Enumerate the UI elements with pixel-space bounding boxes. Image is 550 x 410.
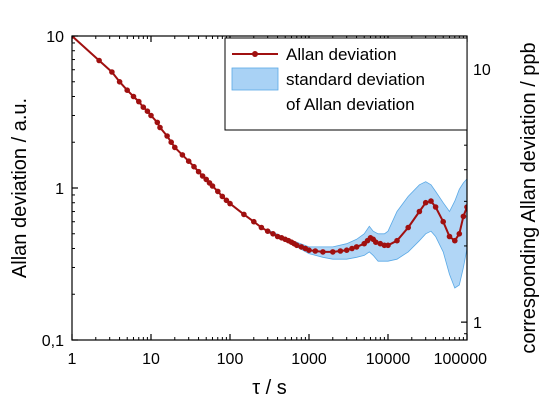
data-point [130, 93, 137, 100]
data-point [154, 119, 161, 126]
data-point [215, 188, 221, 195]
legend: Allan deviation standard deviation of Al… [224, 37, 468, 131]
data-point [456, 231, 463, 237]
data-point [394, 237, 400, 244]
data-point [109, 69, 115, 75]
x-tick-label: 100000 [434, 351, 487, 368]
data-point [241, 211, 247, 218]
data-point [353, 244, 360, 250]
data-point [72, 36, 75, 39]
data-point [191, 163, 197, 170]
data-point [306, 247, 312, 253]
data-point [124, 87, 130, 93]
data-point [385, 242, 391, 249]
data-point [164, 133, 170, 139]
data-point [116, 79, 123, 85]
data-point [148, 112, 154, 119]
data-point [157, 124, 163, 131]
data-point [294, 242, 300, 249]
data-point [446, 233, 453, 240]
data-point [223, 197, 230, 204]
data-point [343, 247, 350, 253]
y-axis-label: Allan deviation / a.u. [9, 98, 31, 278]
data-point [227, 200, 233, 207]
data-point [219, 193, 226, 200]
series-layer [72, 36, 467, 255]
data-point [179, 152, 186, 158]
y-tick-label: 1 [55, 181, 64, 198]
data-point [312, 248, 319, 254]
data-point [337, 248, 344, 254]
data-point [432, 204, 439, 210]
data-point [405, 224, 412, 231]
y2-axis-label: corresponding Allan deviation / ppb [518, 42, 540, 353]
data-point [185, 158, 192, 164]
data-point [136, 98, 142, 105]
legend-band-swatch [231, 67, 279, 91]
data-point [330, 249, 336, 255]
data-point [416, 208, 423, 215]
data-point [199, 173, 206, 179]
legend-band-label-line2: of Allan deviation [286, 95, 415, 114]
data-point [422, 199, 429, 206]
x-axis-label: τ / s [252, 377, 287, 399]
data-point [349, 245, 355, 252]
data-point [270, 231, 276, 237]
data-point [258, 224, 265, 231]
x-tick-label: 10000 [366, 351, 411, 368]
data-point [172, 144, 178, 151]
data-point [464, 204, 467, 210]
data-point [203, 176, 209, 183]
std-deviation-band [267, 178, 467, 289]
data-point [140, 104, 147, 110]
data-point [96, 57, 102, 64]
legend-series-label: Allan deviation [286, 45, 397, 64]
data-point [209, 183, 216, 189]
legend-marker-swatch [252, 51, 258, 57]
data-point [373, 239, 379, 245]
y-tick-label: 10 [46, 29, 64, 46]
data-point [168, 139, 174, 145]
data-point [452, 237, 458, 244]
data-point [440, 218, 447, 225]
y2-tick-label: 1 [473, 315, 482, 332]
std-band-layer [267, 178, 467, 289]
x-tick-label: 10 [142, 351, 160, 368]
x-tick-label: 100 [217, 351, 244, 368]
data-point [264, 228, 271, 234]
data-point [320, 249, 326, 255]
y2-tick-label: 10 [473, 62, 491, 79]
legend-band-label-line1: standard deviation [286, 70, 425, 89]
y-tick-label: 0,1 [42, 333, 64, 350]
x-tick-label: 1000 [291, 351, 327, 368]
data-point [460, 213, 467, 220]
data-point [195, 168, 202, 175]
data-point [428, 198, 434, 204]
x-tick-label: 1 [68, 351, 77, 368]
data-point [144, 108, 151, 114]
data-point [251, 218, 257, 225]
